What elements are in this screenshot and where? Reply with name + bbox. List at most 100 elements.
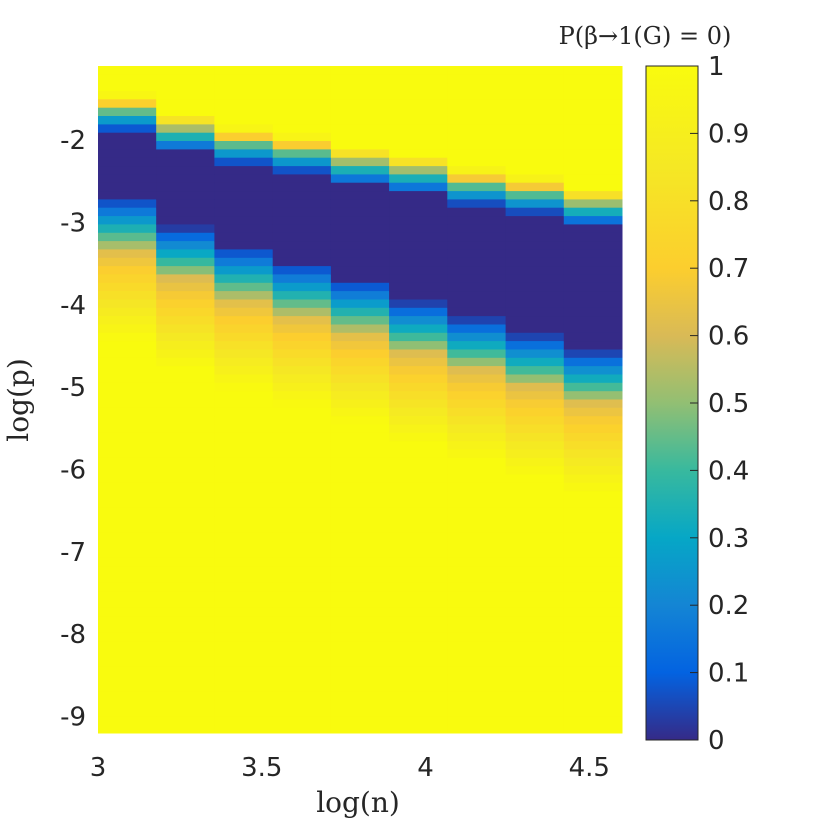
heatmap-cell	[214, 149, 274, 159]
heatmap-cell	[447, 466, 506, 475]
heatmap-cell	[389, 166, 448, 175]
heatmap-cell	[563, 432, 623, 442]
heatmap-cell	[272, 557, 332, 567]
heatmap-cell	[563, 683, 623, 692]
heatmap-cell	[389, 482, 448, 492]
heatmap-cell	[272, 99, 332, 109]
heatmap-cell	[330, 241, 390, 250]
heatmap-cell	[156, 674, 215, 684]
heatmap-cell	[330, 74, 390, 84]
heatmap-cell	[156, 324, 215, 334]
heatmap-cell	[214, 366, 274, 375]
heatmap-cell	[214, 99, 274, 109]
heatmap-cell	[563, 457, 623, 467]
heatmap-cell	[98, 632, 157, 642]
heatmap-cell	[330, 366, 390, 375]
heatmap-cell	[98, 349, 157, 359]
heatmap-cell	[389, 216, 448, 225]
heatmap-cell	[330, 199, 390, 209]
heatmap-cell	[389, 491, 448, 500]
heatmap-cell	[330, 249, 390, 259]
heatmap-cell	[563, 591, 623, 601]
heatmap-cell	[447, 699, 506, 709]
heatmap-cell	[505, 699, 565, 709]
heatmap-cell	[156, 532, 215, 542]
heatmap-cell	[98, 324, 157, 334]
heatmap-cell	[389, 391, 448, 400]
heatmap-cell	[98, 683, 157, 692]
heatmap-cell	[330, 166, 390, 175]
heatmap-cell	[156, 666, 215, 676]
heatmap-cell	[330, 82, 390, 92]
heatmap-cell	[563, 199, 623, 209]
heatmap-cell	[98, 274, 157, 284]
heatmap-cell	[98, 216, 157, 225]
heatmap-cell	[272, 441, 332, 450]
heatmap-cell	[447, 641, 506, 651]
heatmap-cell	[330, 499, 390, 509]
heatmap-cell	[156, 224, 215, 234]
heatmap-cell	[214, 116, 274, 125]
heatmap-cell	[505, 157, 565, 167]
heatmap-cell	[98, 549, 157, 559]
heatmap-cell	[272, 382, 332, 392]
heatmap-cell	[389, 207, 448, 217]
heatmap-cell	[563, 132, 623, 142]
heatmap-cell	[156, 132, 215, 142]
heatmap-cell	[98, 399, 157, 409]
heatmap-cell	[156, 432, 215, 442]
heatmap-cell	[330, 649, 390, 659]
heatmap-cell	[389, 116, 448, 125]
heatmap-cell	[389, 241, 448, 250]
heatmap-cell	[389, 624, 448, 634]
heatmap-cell	[389, 274, 448, 284]
heatmap-cell	[447, 191, 506, 200]
heatmap-cell	[447, 616, 506, 626]
heatmap-cell	[272, 524, 332, 534]
heatmap-cell	[272, 166, 332, 175]
heatmap-cell	[330, 174, 390, 184]
heatmap-cell	[563, 557, 623, 567]
heatmap-cell	[447, 708, 506, 717]
heatmap-cell	[447, 674, 506, 684]
heatmap-cell	[563, 374, 623, 384]
heatmap-cell	[330, 557, 390, 567]
heatmap-cell	[389, 574, 448, 584]
heatmap-cell	[156, 141, 215, 150]
heatmap-cell	[156, 591, 215, 601]
heatmap-cell	[563, 257, 623, 267]
heatmap-cell	[98, 357, 157, 367]
heatmap-cell	[214, 449, 274, 459]
heatmap-cell	[272, 149, 332, 159]
heatmap-cell	[447, 474, 506, 484]
heatmap-cell	[272, 224, 332, 234]
heatmap-cell	[156, 307, 215, 317]
heatmap-cell	[505, 357, 565, 367]
heatmap-cell	[389, 616, 448, 626]
heatmap-cell	[563, 316, 623, 325]
heatmap-cell	[447, 632, 506, 642]
heatmap-cell	[505, 191, 565, 200]
heatmap-cell	[98, 441, 157, 450]
y-tick-label: -9	[60, 703, 86, 733]
heatmap-cell	[447, 124, 506, 134]
heatmap-cell	[447, 607, 506, 617]
heatmap-cell	[563, 658, 623, 667]
heatmap-cell	[156, 424, 215, 434]
heatmap-cell	[330, 116, 390, 125]
heatmap-cell	[214, 107, 274, 117]
x-tick-label: 3	[90, 753, 107, 783]
heatmap-cell	[505, 382, 565, 392]
heatmap-cell	[98, 332, 157, 342]
heatmap-cell	[98, 516, 157, 525]
heatmap-cell	[272, 591, 332, 601]
heatmap-cell	[330, 349, 390, 359]
heatmap-cell	[505, 149, 565, 159]
heatmap-cell	[214, 724, 274, 734]
heatmap-cell	[272, 699, 332, 709]
heatmap-cell	[330, 266, 390, 275]
heatmap-cell	[563, 382, 623, 392]
heatmap-cell	[156, 299, 215, 309]
heatmap-cell	[156, 524, 215, 534]
heatmap-cell	[272, 424, 332, 434]
